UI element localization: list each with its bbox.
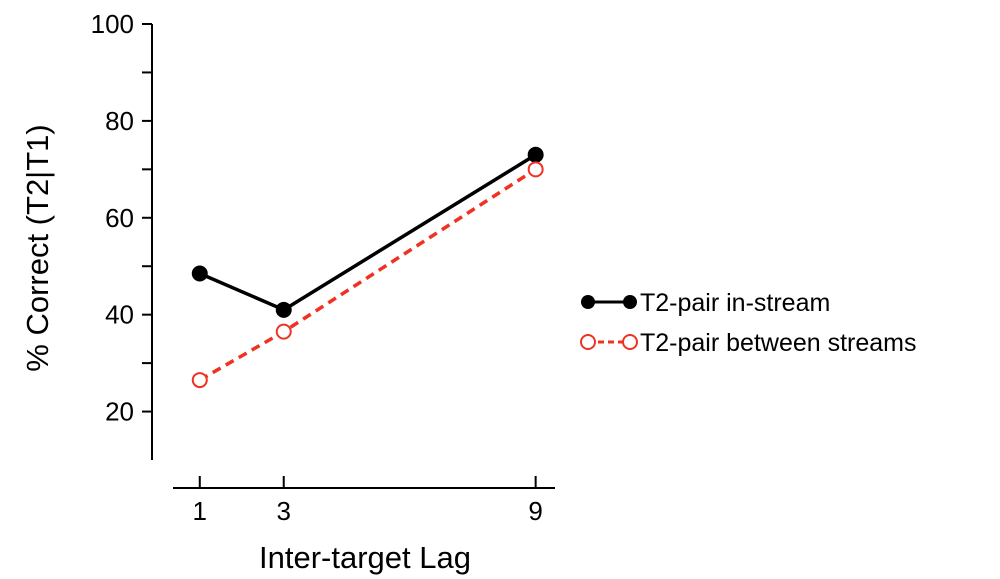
y-tick-label: 80 [105,106,134,136]
legend-item: T2-pair between streams [580,329,917,357]
y-ticks: 20 40 60 80 100 [91,9,152,427]
x-tick-label: 1 [193,496,207,526]
series-in-stream [191,146,544,318]
y-axis-title: % Correct (T2|T1) [20,124,55,371]
legend-marker [580,334,596,350]
legend: T2-pair in-stream T2-pair between streams [580,289,917,357]
legend-label: T2-pair between streams [640,329,917,357]
legend-label: T2-pair in-stream [640,289,830,317]
y-tick-label: 20 [105,397,134,427]
x-tick-label: 3 [277,496,291,526]
data-point [275,301,292,318]
legend-marker [581,295,595,309]
data-point [191,372,208,389]
x-tick-label: 9 [528,496,542,526]
y-tick-label: 100 [91,9,134,39]
data-point [527,161,544,178]
data-point [191,265,208,282]
x-axis-title: Inter-target Lag [259,540,471,575]
y-tick-label: 60 [105,203,134,233]
series-line [199,153,537,312]
series-line [198,167,537,382]
data-point [275,323,292,340]
y-tick-label: 40 [105,300,134,330]
x-ticks: 1 3 9 [193,476,543,526]
legend-marker [623,295,637,309]
legend-item: T2-pair in-stream [581,289,830,317]
data-point [527,146,544,163]
series-layer [191,146,544,389]
legend-marker [622,334,638,350]
series-between-streams [191,161,544,389]
